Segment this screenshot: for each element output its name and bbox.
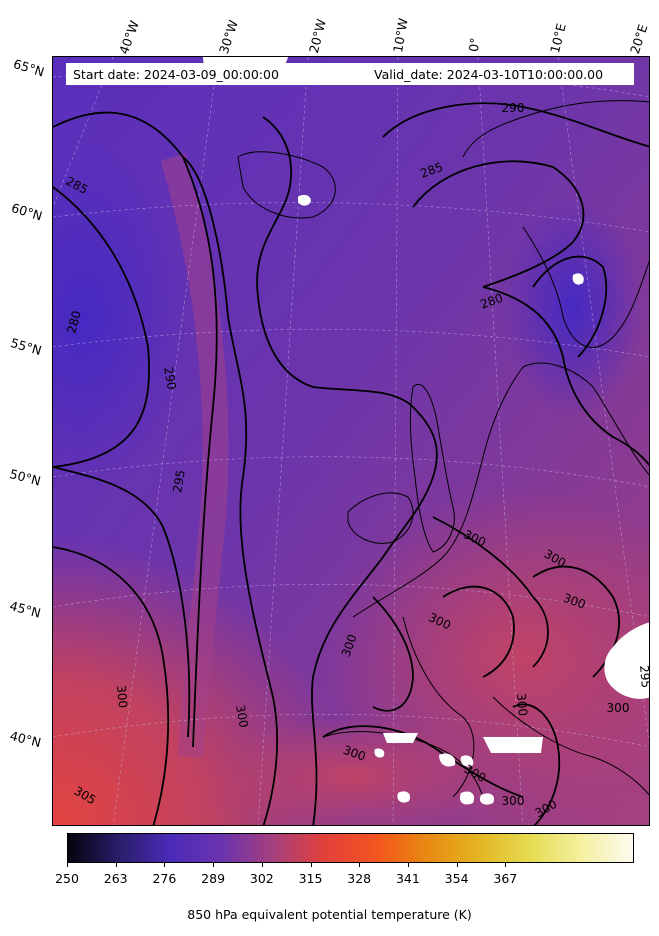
coastlines	[237, 100, 649, 798]
contour-label: 290	[502, 101, 525, 115]
lat-label-50n: 50°N	[8, 466, 43, 489]
contour-label: 300	[607, 701, 630, 715]
lat-label-40n: 40°N	[8, 728, 43, 751]
lat-label-45n: 45°N	[8, 598, 43, 621]
colorbar-tick-label: 367	[493, 871, 518, 886]
cold-pool-west	[53, 137, 193, 497]
colorbar-tickmark	[456, 863, 458, 867]
lon-label-20e: 20°E	[627, 22, 651, 56]
contour-label: 295	[637, 665, 650, 689]
contour-label: 300	[502, 794, 525, 808]
colorbar-tick-label: 354	[444, 871, 469, 886]
colorbar-tickmark	[359, 863, 361, 867]
warm-sector-mediterranean	[213, 717, 493, 825]
lat-label-65n: 65°N	[11, 56, 47, 80]
colorbar-tickmark	[505, 863, 507, 867]
colorbar-tick-label: 302	[249, 871, 274, 886]
theta-e-field-map: 2902852852802802902953003003003053003003…	[53, 57, 650, 825]
lon-label-10e: 10°E	[547, 21, 569, 55]
contour-label: 290	[161, 366, 179, 391]
lat-label-60n: 60°N	[9, 200, 45, 224]
colorbar-tickmark	[261, 863, 263, 867]
valid-date-label: Valid_date: 2024-03-10T10:00:00.00	[374, 67, 604, 82]
colorbar-tickmark	[213, 863, 215, 867]
theta-e-contours	[53, 102, 649, 825]
colorbar-label: 850 hPa equivalent potential temperature…	[187, 907, 472, 922]
colorbar-tick-label: 328	[347, 871, 372, 886]
colorbar-tickmark	[407, 863, 409, 867]
colorbar-tickmark	[310, 863, 312, 867]
contour-label: 300	[233, 704, 251, 729]
colorbar-tick-label: 315	[298, 871, 323, 886]
lon-label-40w: 40°W	[116, 18, 142, 57]
map-panel: 290 285 285 280 280 290 295 300 300 300 305 300 300 3…	[52, 56, 650, 826]
lon-label-30w: 30°W	[216, 18, 241, 56]
contour-label: 300	[114, 685, 130, 709]
colorbar-tick-label: 250	[55, 871, 79, 886]
colorbar-tick-label: 263	[103, 871, 128, 886]
lon-label-20w: 20°W	[306, 17, 329, 55]
lon-label-10w: 10°W	[390, 17, 411, 54]
colorbar	[67, 833, 634, 863]
colorbar-tickmark	[67, 863, 68, 867]
colorbar-tick-label: 276	[152, 871, 177, 886]
lon-label-0: 0°	[466, 36, 483, 53]
start-date-label: Start date: 2024-03-09_00:00:00	[73, 67, 279, 82]
contour-label: 280	[64, 309, 83, 335]
contour-label: 295	[170, 469, 188, 494]
colorbar-tickmark	[115, 863, 117, 867]
cold-pool-scandinavia	[503, 197, 643, 417]
header-strip	[66, 63, 634, 85]
lat-label-55n: 55°N	[8, 335, 44, 359]
colorbar-tick-label: 289	[201, 871, 226, 886]
colorbar-tick-label: 341	[395, 871, 420, 886]
colorbar-tickmark	[164, 863, 166, 867]
contour-label: 300	[514, 693, 530, 717]
